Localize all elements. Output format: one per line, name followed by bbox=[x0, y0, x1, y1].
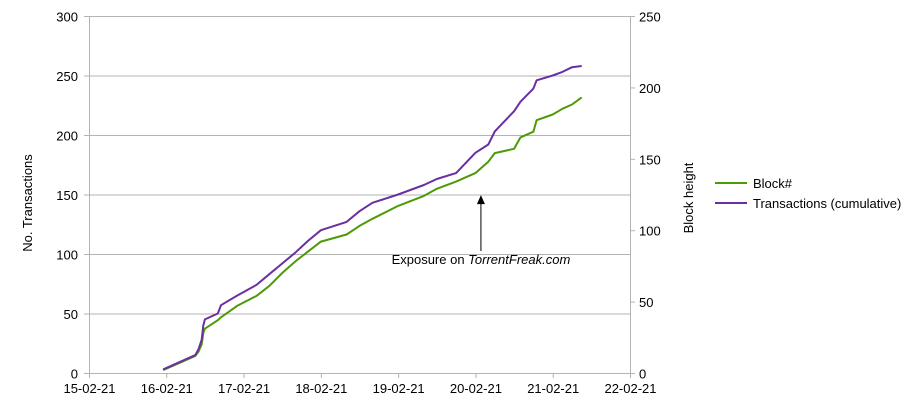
x-tick-label: 20-02-21 bbox=[450, 381, 502, 396]
y-tick-label: 50 bbox=[64, 307, 78, 322]
annotation-text-prefix: Exposure on bbox=[392, 252, 469, 267]
y-tick-label: 150 bbox=[56, 188, 78, 203]
x-tick-label: 16-02-21 bbox=[141, 381, 193, 396]
y-tick-label: 100 bbox=[56, 248, 78, 263]
annotation-text-site: TorrentFreak.com bbox=[468, 252, 570, 267]
y2-tick-label: 200 bbox=[639, 81, 661, 96]
y-tick-label: 250 bbox=[56, 69, 78, 84]
x-tick-label: 18-02-21 bbox=[295, 381, 347, 396]
lines bbox=[162, 65, 583, 372]
series-line-block bbox=[162, 96, 583, 372]
legend-label-block: Block# bbox=[753, 176, 793, 191]
y-tick-label: 200 bbox=[56, 129, 78, 144]
annotation-text: Exposure on TorrentFreak.com bbox=[392, 252, 571, 267]
x-tick-label: 17-02-21 bbox=[218, 381, 270, 396]
annotation: Exposure on TorrentFreak.com bbox=[392, 195, 571, 267]
x-tick-label: 22-02-21 bbox=[604, 381, 656, 396]
y2-tick-label: 50 bbox=[639, 295, 653, 310]
y2-tick-label: 250 bbox=[639, 10, 661, 25]
y2-tick-label: 100 bbox=[639, 224, 661, 239]
legend-label-transactions: Transactions (cumulative) bbox=[753, 196, 901, 211]
y-tick-label: 300 bbox=[56, 10, 78, 25]
annotation-arrow-head bbox=[476, 195, 485, 205]
y2-axis-label: Block height bbox=[681, 162, 696, 233]
grid bbox=[84, 16, 630, 374]
y2-tick-label: 150 bbox=[639, 152, 661, 167]
axes bbox=[89, 16, 635, 378]
y-axis-label: No. Transactions bbox=[20, 154, 35, 252]
x-tick-label: 21-02-21 bbox=[527, 381, 579, 396]
ticks: 0 50 100 150 200 250 300 0 50 100 150 200 250 15-02-2… bbox=[56, 10, 660, 397]
y-tick-label: 0 bbox=[71, 367, 78, 382]
x-tick-label: 19-02-21 bbox=[373, 381, 425, 396]
y2-tick-label: 0 bbox=[639, 367, 646, 382]
legend: Block# Transactions (cumulative) bbox=[715, 176, 901, 211]
series-line-transactions bbox=[162, 65, 582, 371]
x-tick-label: 15-02-21 bbox=[63, 381, 115, 396]
